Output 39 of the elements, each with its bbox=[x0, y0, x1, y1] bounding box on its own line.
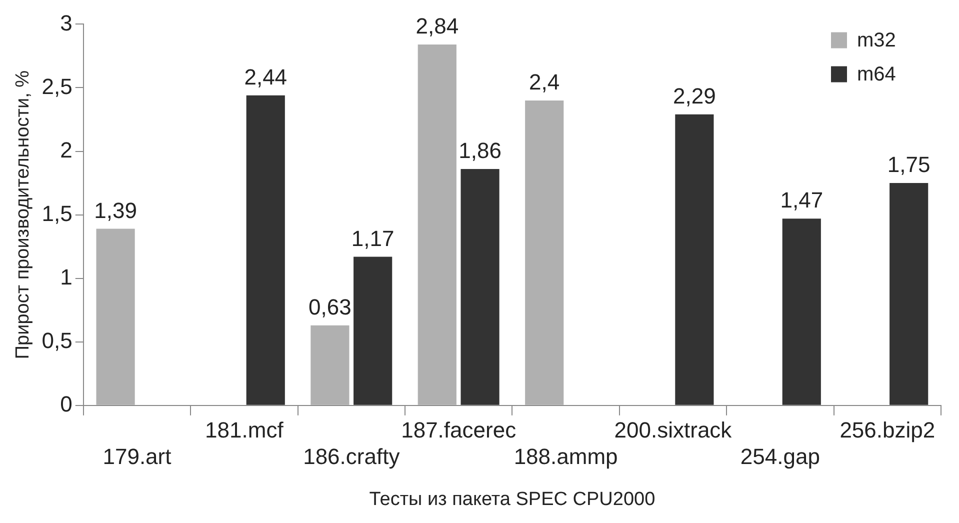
x-tick-label: 256.bzip2 bbox=[840, 418, 936, 443]
bar bbox=[96, 228, 135, 405]
y-tick-label: 2,5 bbox=[42, 74, 72, 99]
x-tick-label: 188.ammp bbox=[514, 444, 618, 470]
data-label: 0,63 bbox=[308, 294, 352, 320]
y-tick-label: 0 bbox=[60, 391, 72, 416]
bar bbox=[354, 256, 392, 405]
x-tick-label: 186.crafty bbox=[303, 444, 400, 470]
bar bbox=[418, 44, 456, 405]
data-label: 2,4 bbox=[529, 70, 560, 95]
bar bbox=[246, 95, 285, 405]
x-axis-title: Тесты из пакета SPEC CPU2000 bbox=[369, 488, 656, 510]
bar bbox=[675, 114, 714, 405]
data-label: 1,75 bbox=[887, 152, 930, 178]
x-tick-label: 179.art bbox=[102, 444, 172, 470]
x-tick-label: 200.sixtrack bbox=[614, 418, 733, 443]
x-tick-label: 181.mcf bbox=[205, 418, 284, 443]
legend-label: m32 bbox=[857, 30, 896, 52]
data-label: 2,84 bbox=[416, 14, 459, 39]
bar bbox=[310, 325, 350, 405]
x-tick-label: 254.gap bbox=[740, 444, 820, 470]
bar bbox=[460, 169, 500, 405]
y-tick-label: 0,5 bbox=[42, 328, 72, 353]
data-label: 1,17 bbox=[351, 226, 394, 251]
legend-label: m64 bbox=[857, 64, 896, 86]
y-tick-label: 3 bbox=[60, 10, 72, 36]
y-tick-label: 2 bbox=[60, 137, 72, 162]
data-label: 2,29 bbox=[673, 83, 716, 108]
data-label: 1,47 bbox=[780, 188, 824, 213]
bar bbox=[525, 100, 564, 405]
y-tick-label: 1 bbox=[60, 264, 72, 290]
x-tick-label: 187.facerec bbox=[401, 418, 516, 443]
y-axis-title: Прирост производительности, % bbox=[12, 70, 34, 360]
data-label: 1,86 bbox=[458, 138, 502, 164]
data-label: 1,39 bbox=[94, 198, 137, 223]
data-label: 2,44 bbox=[244, 64, 288, 90]
y-tick-label: 1,5 bbox=[42, 200, 72, 226]
bar bbox=[890, 183, 928, 405]
bar bbox=[782, 218, 821, 405]
